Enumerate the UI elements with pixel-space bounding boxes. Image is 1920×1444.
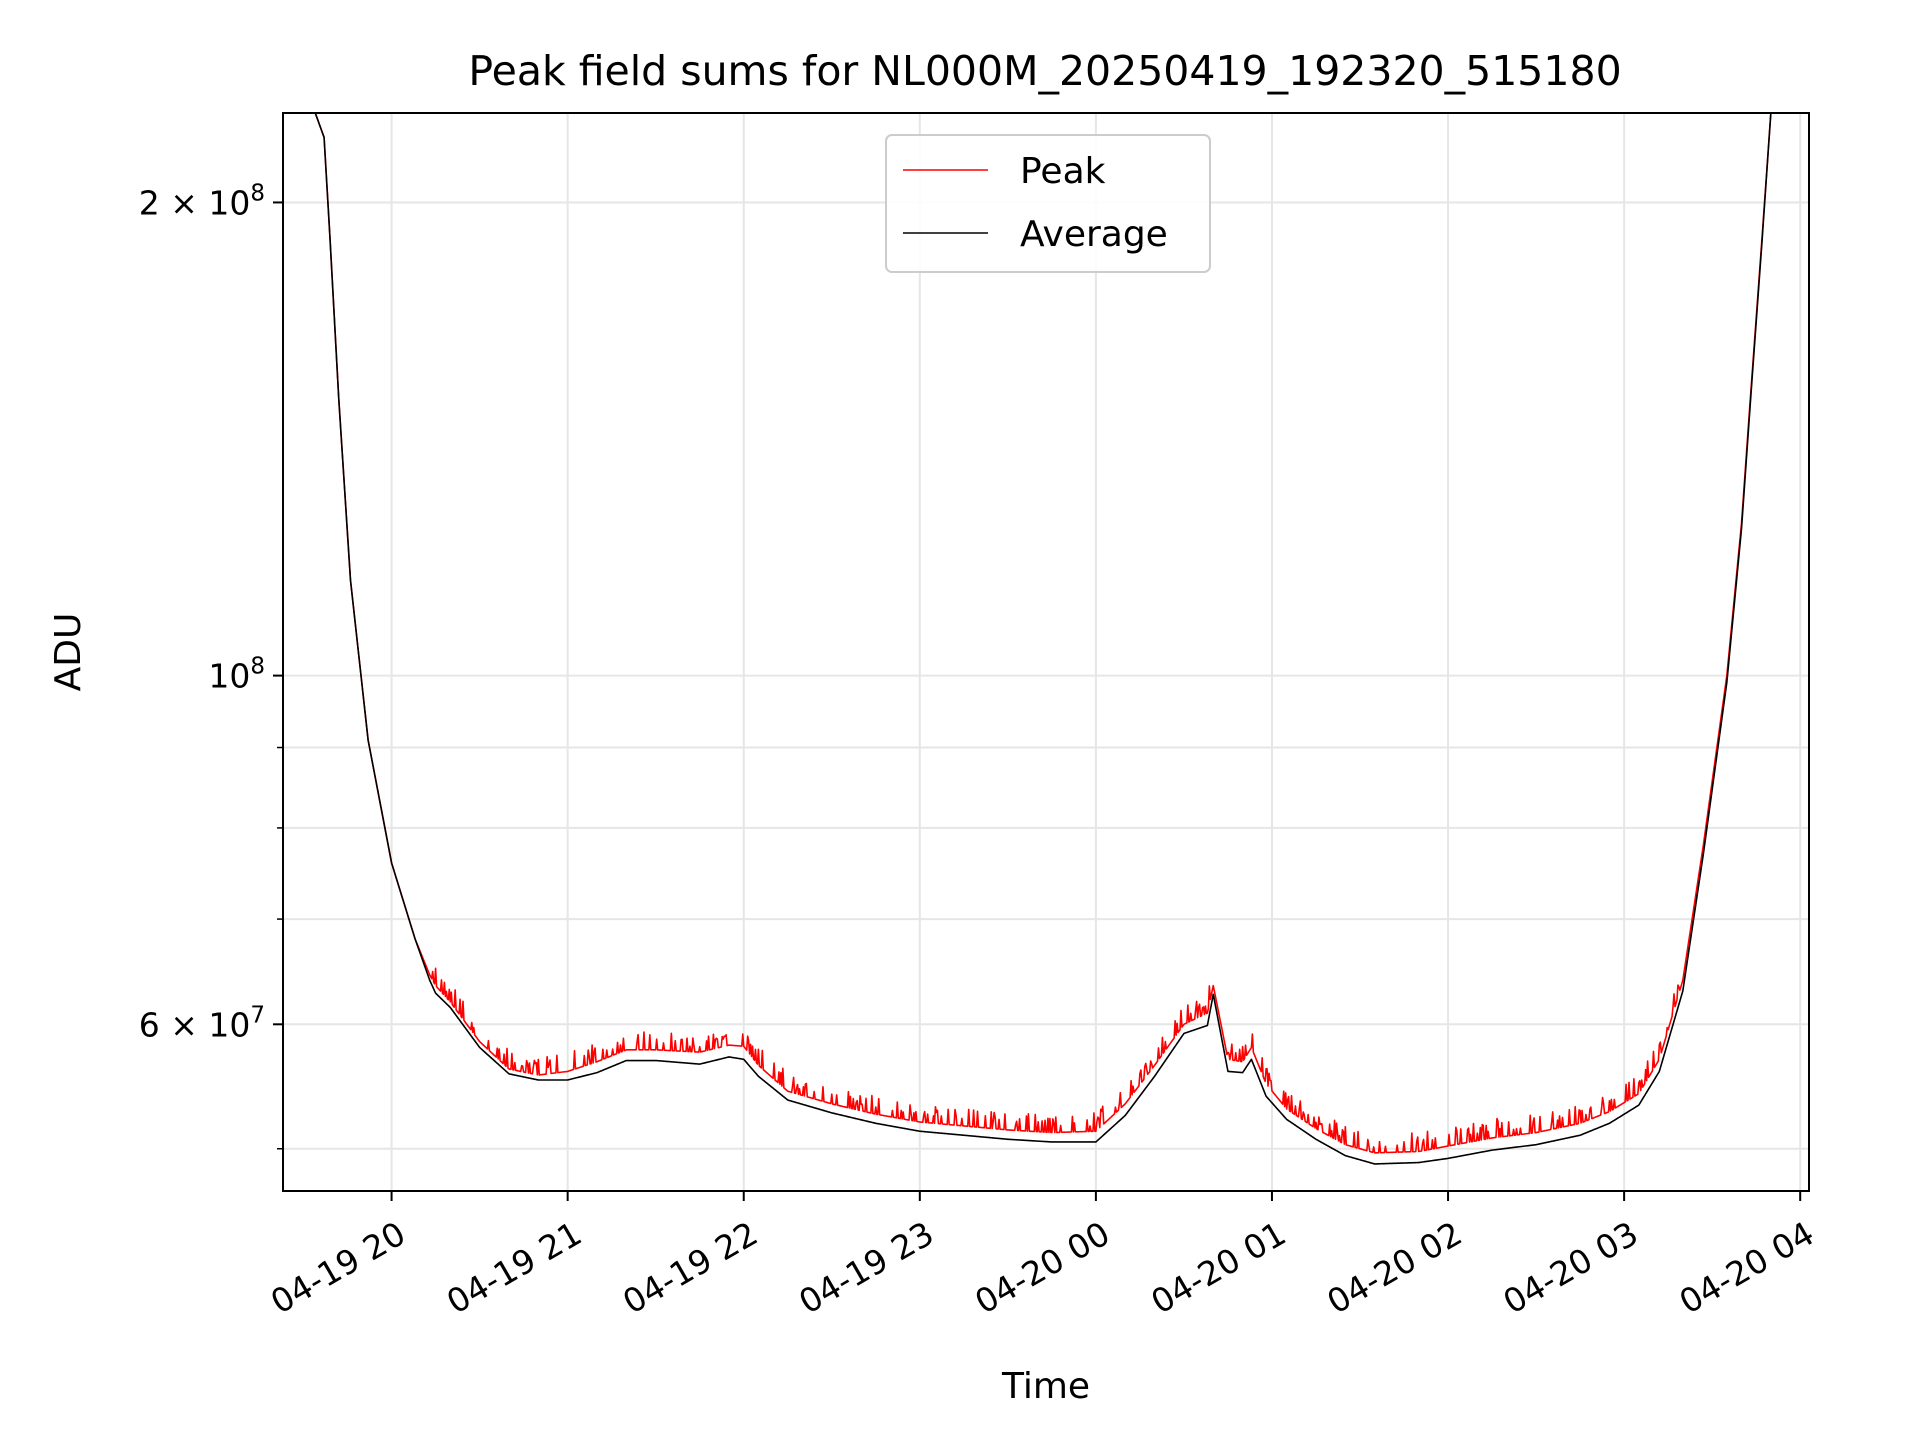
- y-tick-label: 2 × 108: [139, 180, 265, 222]
- y-axis-label: ADU: [48, 613, 89, 692]
- series-layer: [283, 113, 1809, 1165]
- x-axis-label: Time: [1001, 1366, 1090, 1407]
- plot-frame: [282, 112, 1810, 1192]
- legend-label-peak: Peak: [1020, 151, 1106, 192]
- series-line-peak: [283, 113, 1809, 1154]
- legend: Peak Average: [885, 134, 1211, 273]
- chart-title: Peak field sums for NL000M_20250419_1923…: [468, 47, 1621, 95]
- legend-label-average: Average: [1020, 214, 1168, 255]
- series-line-average: [283, 113, 1809, 1165]
- y-tick-label: 6 × 107: [139, 1002, 265, 1044]
